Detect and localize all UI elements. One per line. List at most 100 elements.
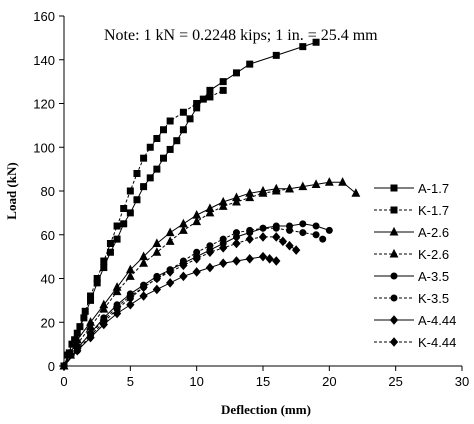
data-point-k-4-44 (139, 282, 148, 293)
data-point-a-1-7 (232, 69, 240, 77)
data-point-k-4-44 (285, 240, 294, 251)
data-point-k-1-7 (153, 135, 161, 142)
data-point-k-4-44 (192, 254, 201, 264)
data-point-a-1-7 (146, 174, 154, 182)
y-tick-label: 80 (41, 184, 55, 199)
legend-label: A-2.6 (418, 225, 449, 240)
data-point-a-2-6 (311, 179, 321, 188)
x-tick-label: 15 (256, 374, 270, 389)
data-point-k-1-7 (87, 292, 95, 300)
y-tick-label: 60 (41, 228, 55, 243)
data-point-k-1-7 (166, 117, 174, 125)
data-point-k-1-7 (206, 93, 214, 101)
legend: A-1.7 K-1.7 A-2.6 K-2.6 A-3.5 K-3.5 A-4.44 K-4.… (374, 181, 456, 350)
x-axis-ticks: 0 5 10 15 20 25 30 (60, 366, 469, 389)
data-point-k-2-6 (285, 183, 294, 193)
series-a-3-5 (60, 220, 333, 370)
legend-item-k-3-5: K-3.5 (374, 291, 449, 306)
series-a-1-7 (60, 38, 320, 370)
data-point-k-1-7 (146, 143, 154, 151)
data-point-k-1-7 (133, 170, 141, 177)
data-point-a-1-7 (160, 154, 167, 162)
legend-marker (390, 272, 398, 280)
legend-marker (389, 315, 399, 325)
data-point-k-2-6 (139, 258, 149, 267)
legend-label: A-1.7 (418, 181, 449, 196)
data-point-a-1-7 (299, 43, 307, 51)
data-point-a-4-44 (245, 254, 254, 264)
data-point-k-4-44 (258, 232, 268, 242)
data-point-a-1-7 (173, 137, 181, 145)
data-point-a-4-44 (112, 308, 122, 319)
data-point-k-4-44 (165, 267, 175, 277)
data-point-k-4-44 (232, 238, 241, 249)
data-point-a-4-44 (126, 299, 135, 310)
data-point-k-1-7 (93, 275, 101, 282)
y-tick-label: 120 (33, 97, 55, 112)
data-point-a-4-44 (139, 291, 148, 301)
legend-marker (390, 184, 398, 192)
data-point-k-4-44 (73, 343, 82, 354)
data-point-a-2-6 (152, 238, 162, 247)
legend-marker (389, 226, 399, 236)
data-point-a-2-6 (324, 177, 334, 186)
data-point-a-1-7 (133, 196, 141, 204)
data-point-a-4-44 (205, 262, 215, 273)
legend-marker (390, 206, 398, 214)
x-tick-label: 25 (388, 374, 402, 389)
data-point-k-1-7 (76, 323, 84, 331)
y-tick-label: 140 (33, 53, 55, 68)
data-point-a-1-7 (312, 38, 320, 46)
y-tick-label: 160 (33, 9, 55, 24)
legend-marker (389, 337, 399, 347)
legend-label: K-3.5 (418, 291, 449, 306)
data-point-k-1-7 (219, 86, 227, 94)
data-point-a-4-44 (258, 251, 268, 262)
series-k-2-6 (59, 183, 294, 370)
data-point-a-2-6 (338, 177, 348, 186)
data-point-a-4-44 (272, 256, 281, 266)
data-point-k-4-44 (272, 232, 281, 242)
legend-label: K-4.44 (418, 335, 456, 350)
data-point-k-1-7 (126, 187, 134, 195)
data-point-k-2-6 (271, 185, 281, 195)
data-point-a-4-44 (152, 284, 162, 295)
data-point-k-3-5 (219, 235, 227, 243)
y-tick-label: 100 (33, 140, 55, 155)
data-point-k-4-44 (126, 291, 135, 301)
data-point-a-1-7 (80, 314, 88, 322)
data-point-k-3-5 (319, 235, 327, 243)
data-point-k-2-6 (258, 188, 268, 197)
data-point-k-2-6 (178, 225, 188, 234)
series-line-k-3-5 (63, 227, 323, 367)
series-k-1-7 (60, 86, 227, 370)
data-point-k-1-7 (113, 222, 121, 230)
data-point-a-2-6 (165, 227, 175, 237)
data-point-k-3-5 (259, 224, 267, 232)
series-line-k-4-44 (63, 236, 297, 367)
data-point-k-2-6 (152, 247, 162, 256)
data-point-a-1-7 (106, 248, 114, 256)
data-point-k-1-7 (179, 108, 187, 116)
chart-note: Note: 1 kN = 0.2248 kips; 1 in. = 25.4 m… (104, 27, 378, 44)
data-point-k-2-6 (192, 216, 202, 226)
x-tick-label: 5 (127, 374, 134, 389)
y-axis-title: Load (kN) (4, 162, 19, 219)
data-point-a-1-7 (179, 126, 187, 134)
data-point-a-1-7 (140, 183, 148, 191)
data-point-a-1-7 (126, 209, 134, 217)
data-point-k-4-44 (205, 247, 215, 258)
data-point-k-2-6 (205, 207, 215, 217)
data-point-k-1-7 (81, 307, 89, 315)
legend-item-a-4-44: A-4.44 (374, 313, 456, 328)
legend-item-k-2-6: K-2.6 (374, 247, 449, 262)
y-tick-label: 20 (41, 315, 55, 330)
data-point-k-3-5 (299, 229, 307, 237)
data-point-k-3-5 (286, 226, 294, 234)
data-point-k-4-44 (278, 236, 288, 247)
legend-marker (389, 248, 399, 258)
legend-label: K-2.6 (418, 247, 449, 262)
data-point-k-3-5 (232, 229, 240, 237)
x-axis-title: Deflection (mm) (221, 402, 311, 417)
data-point-a-4-44 (219, 258, 228, 268)
